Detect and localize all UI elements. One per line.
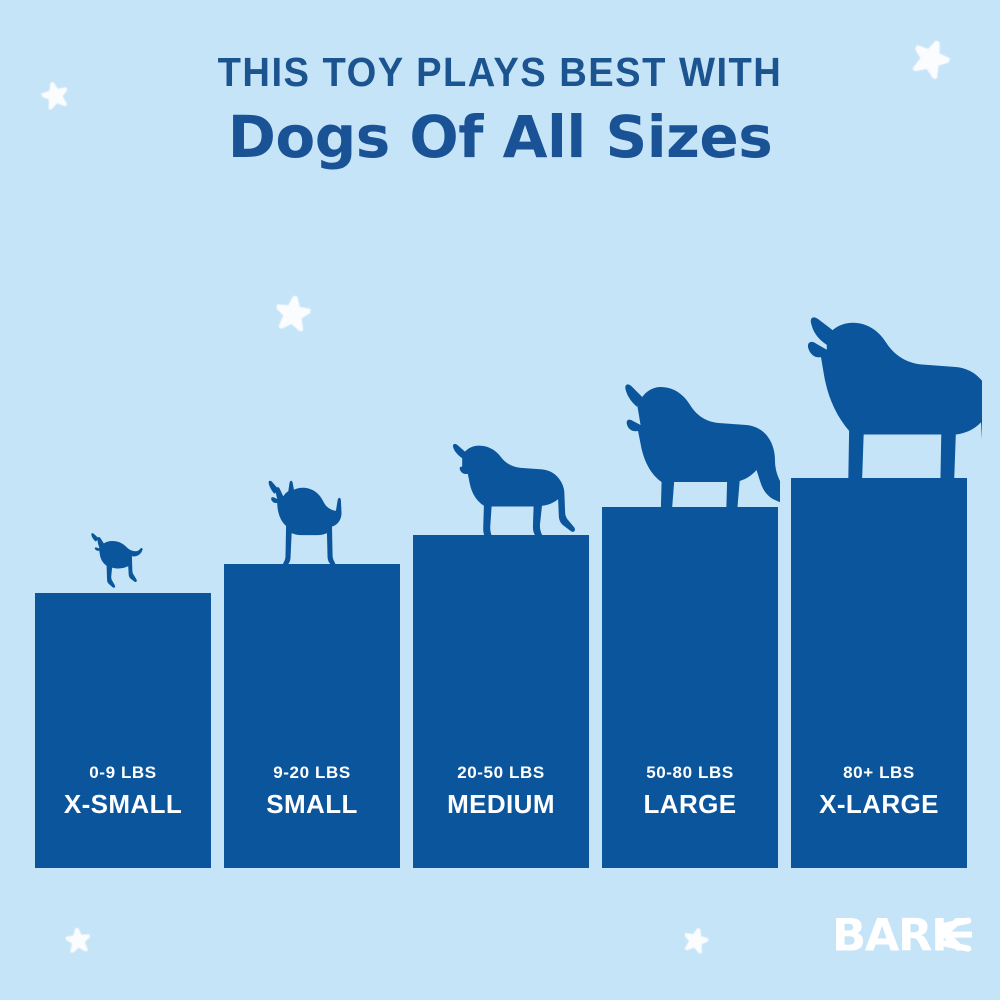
bar-x-small[interactable]: 0-9 LBS X-SMALL: [35, 593, 211, 868]
weight-range-label: 0-9 LBS: [89, 763, 157, 782]
bark-wordmark-icon: BARK: [832, 910, 972, 961]
bar-label-group: 9-20 LBS SMALL: [224, 763, 400, 820]
bar-large[interactable]: 50-80 LBS LARGE: [602, 507, 778, 868]
bar-label-group: 50-80 LBS LARGE: [602, 763, 778, 820]
scottish-terrier-silhouette: [268, 480, 342, 566]
weight-range-label: 80+ LBS: [843, 763, 915, 782]
golden-retriever-silhouette: [625, 384, 780, 509]
size-tier-label: X-SMALL: [63, 789, 183, 819]
bark-logo: BARK: [832, 910, 972, 962]
great-dane-silhouette: [807, 317, 982, 480]
page-title: THIS TOY PLAYS BEST WITH Dogs Of All Siz…: [0, 52, 1000, 168]
labrador-silhouette: [452, 443, 575, 537]
bar-small[interactable]: 9-20 LBS SMALL: [224, 564, 400, 868]
size-tier-label: X-LARGE: [819, 789, 939, 819]
weight-range-label: 9-20 LBS: [273, 763, 351, 782]
title-line-1: THIS TOY PLAYS BEST WITH: [217, 49, 783, 95]
title-line-2: Dogs Of All Sizes: [227, 103, 773, 171]
bar-label-group: 20-50 LBS MEDIUM: [413, 763, 589, 820]
chihuahua-silhouette: [91, 533, 143, 588]
bar-label-group: 0-9 LBS X-SMALL: [35, 763, 211, 820]
bark-ray-1-icon: [939, 917, 972, 930]
bark-ray-3-icon: [939, 939, 972, 952]
weight-range-label: 20-50 LBS: [457, 763, 545, 782]
bar-x-large[interactable]: 80+ LBS X-LARGE: [791, 478, 967, 868]
weight-range-label: 50-80 LBS: [646, 763, 734, 782]
size-tier-label: SMALL: [266, 789, 358, 819]
size-tier-label: LARGE: [643, 789, 737, 819]
size-tier-label: MEDIUM: [447, 789, 555, 819]
bar-label-group: 80+ LBS X-LARGE: [791, 763, 967, 820]
bar-medium[interactable]: 20-50 LBS MEDIUM: [413, 535, 589, 868]
